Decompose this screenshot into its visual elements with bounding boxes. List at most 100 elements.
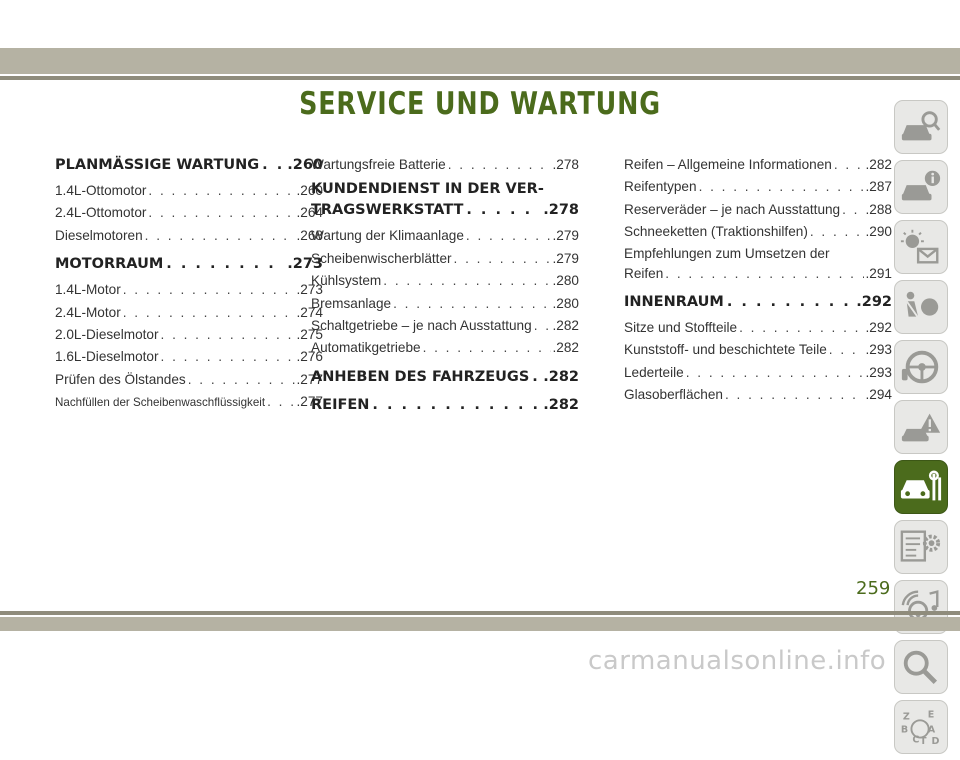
toc-entry-label: Bremsanlage	[311, 295, 392, 311]
car-info-icon	[901, 170, 941, 201]
leader-dots	[188, 369, 295, 391]
toc-heading[interactable]: MOTORRAUM .273	[55, 253, 323, 275]
leader-dots	[166, 253, 284, 275]
bottom-band	[0, 617, 960, 631]
toc-entry[interactable]: Automatikgetriebe .282	[311, 337, 579, 359]
list-gear-icon	[900, 530, 941, 562]
toc-entry[interactable]: 1.4L-Motor .273	[55, 279, 323, 301]
toc-page-ref: .276	[296, 349, 323, 365]
toc-page-ref: .260	[296, 183, 323, 198]
toc-page-ref: .279	[552, 250, 579, 266]
toc-entry-label: Automatikgetriebe	[311, 340, 421, 356]
toc-entry[interactable]: Reserveräder – je nach Ausstattung .288	[624, 199, 892, 221]
toc-entry[interactable]: Prüfen des Ölstandes .277	[55, 369, 323, 391]
toc-entry-label: 2.4L-Motor	[55, 304, 121, 320]
toc-entry[interactable]: Sitze und Stoffteile .292	[624, 317, 892, 339]
toc-column-2: Wartungsfreie Batterie .278 KUNDENDIENST I…	[311, 154, 579, 420]
toc-entry[interactable]: Scheibenwischerblätter .279	[311, 248, 579, 270]
sidebar-tab-seat-belt-airbag[interactable]	[894, 280, 948, 334]
toc-entry[interactable]: Wartung der Klimaanlage .279	[311, 225, 579, 247]
sidebar-tab-steering-wheel[interactable]	[894, 340, 948, 394]
sidebar-tab-light-message[interactable]	[894, 220, 948, 274]
toc-entry[interactable]: Kunststoff- und beschichtete Teile .293	[624, 339, 892, 361]
toc-entry-label: Glasoberflächen	[624, 387, 723, 403]
toc-entry[interactable]: Nachfüllen der Scheibenwaschflüssigkeit.…	[55, 391, 323, 414]
toc-entry-label: 2.0L-Dieselmotor	[55, 327, 159, 343]
toc-entry[interactable]: Empfehlungen zum Umsetzen der Reifen .291	[624, 244, 892, 285]
toc-page-ref: .260	[287, 157, 323, 173]
toc-entry-label: Wartung der Klimaanlage	[311, 228, 464, 244]
toc-heading-label: INNENRAUM	[624, 294, 724, 311]
toc-entry[interactable]: Dieselmotoren .268	[55, 225, 323, 247]
toc-heading[interactable]: TRAGSWERKSTATT .278	[311, 199, 579, 221]
seat-belt-airbag-icon	[905, 291, 939, 321]
toc-entry-label: Dieselmotoren	[55, 227, 143, 243]
toc-page-ref: .282	[543, 396, 579, 413]
leader-dots	[161, 324, 295, 346]
sidebar-tab-car-search[interactable]	[894, 100, 948, 154]
toc-page-ref: .290	[865, 224, 892, 240]
toc-page-ref: .287	[865, 179, 892, 195]
toc-entry-label: 2.4L-Ottomotor	[55, 205, 147, 221]
toc-entry[interactable]: Lederteile .293	[624, 362, 892, 384]
toc-entry[interactable]: Reifen – Allgemeine Informationen .282	[624, 154, 892, 176]
toc-entry-label: Reifen – Allgemeine Informationen	[624, 157, 832, 172]
toc-page-ref: .274	[296, 304, 323, 320]
toc-entry-label: Wartungsfreie Batterie	[311, 157, 446, 172]
toc-page-ref: .282	[865, 157, 892, 172]
toc-entry-label: Scheibenwischerblätter	[311, 250, 452, 266]
leader-dots	[393, 293, 550, 315]
leader-dots	[148, 180, 294, 202]
toc-page-ref: .294	[865, 387, 892, 403]
leader-dots	[532, 366, 540, 388]
toc-page-ref: .280	[552, 273, 579, 289]
toc-entry[interactable]: Schaltgetriebe – je nach Ausstattung .282	[311, 315, 579, 337]
car-wrench-icon	[900, 470, 942, 501]
toc-heading[interactable]: ANHEBEN DES FAHRZEUGS .282	[311, 366, 579, 388]
toc-entry-label: Reifen	[624, 265, 664, 281]
toc-page-ref: .291	[865, 265, 892, 281]
light-message-icon	[900, 229, 939, 264]
toc-entry[interactable]: 2.4L-Ottomotor .264	[55, 202, 323, 224]
toc-entry-label: Kühlsystem	[311, 273, 382, 289]
toc-heading-label: MOTORRAUM	[55, 256, 164, 273]
top-band	[0, 48, 960, 74]
leader-dots	[727, 291, 853, 313]
sidebar-tab-car-info[interactable]	[894, 160, 948, 214]
toc-heading[interactable]: PLANMÄSSIGE WARTUNG .260	[55, 154, 323, 176]
toc-page-ref: .280	[552, 295, 579, 311]
sidebar-tab-warning-car[interactable]	[894, 400, 948, 454]
leader-dots	[842, 199, 863, 221]
toc-entry[interactable]: Schneeketten (Traktionshilfen) .290	[624, 221, 892, 243]
toc-page-ref: .273	[296, 282, 323, 298]
toc-entry-label: Reserveräder – je nach Ausstattung	[624, 201, 841, 217]
sidebar-tab-magnifier[interactable]	[894, 640, 948, 694]
warning-car-icon	[901, 413, 941, 442]
toc-entry[interactable]: Kühlsystem .280	[311, 270, 579, 292]
toc-page-ref: .268	[296, 227, 323, 243]
leader-dots	[372, 394, 540, 416]
bottom-rule	[0, 611, 960, 615]
toc-entry[interactable]: Wartungsfreie Batterie .278	[311, 154, 579, 176]
toc-column-1: PLANMÄSSIGE WARTUNG .260 1.4L-Ottomotor .26…	[55, 154, 323, 415]
svg-text:B: B	[901, 725, 908, 736]
toc-heading[interactable]: INNENRAUM .292	[624, 291, 892, 313]
toc-entry[interactable]: Bremsanlage .280	[311, 293, 579, 315]
sidebar-tab-list-gear[interactable]	[894, 520, 948, 574]
leader-dots	[466, 225, 551, 247]
toc-entry-label: 1.4L-Ottomotor	[55, 183, 147, 198]
toc-page-ref: .282	[552, 340, 579, 356]
toc-entry[interactable]: 2.0L-Dieselmotor .275	[55, 324, 323, 346]
sidebar-tab-car-wrench[interactable]	[894, 460, 948, 514]
toc-entry-label: Kunststoff- und beschichtete Teile	[624, 342, 827, 358]
toc-heading[interactable]: REIFEN .282	[311, 394, 579, 416]
toc-entry[interactable]: Reifentypen .287	[624, 176, 892, 198]
toc-entry[interactable]: Glasoberflächen .294	[624, 384, 892, 406]
toc-entry-label: Schneeketten (Traktionshilfen)	[624, 224, 808, 240]
toc-entry[interactable]: 1.4L-Ottomotor .260	[55, 180, 323, 202]
car-search-icon	[901, 111, 941, 141]
toc-page-ref: .273	[287, 256, 323, 273]
toc-entry[interactable]: 1.6L-Dieselmotor .276	[55, 346, 323, 368]
toc-entry[interactable]: 2.4L-Motor .274	[55, 302, 323, 324]
